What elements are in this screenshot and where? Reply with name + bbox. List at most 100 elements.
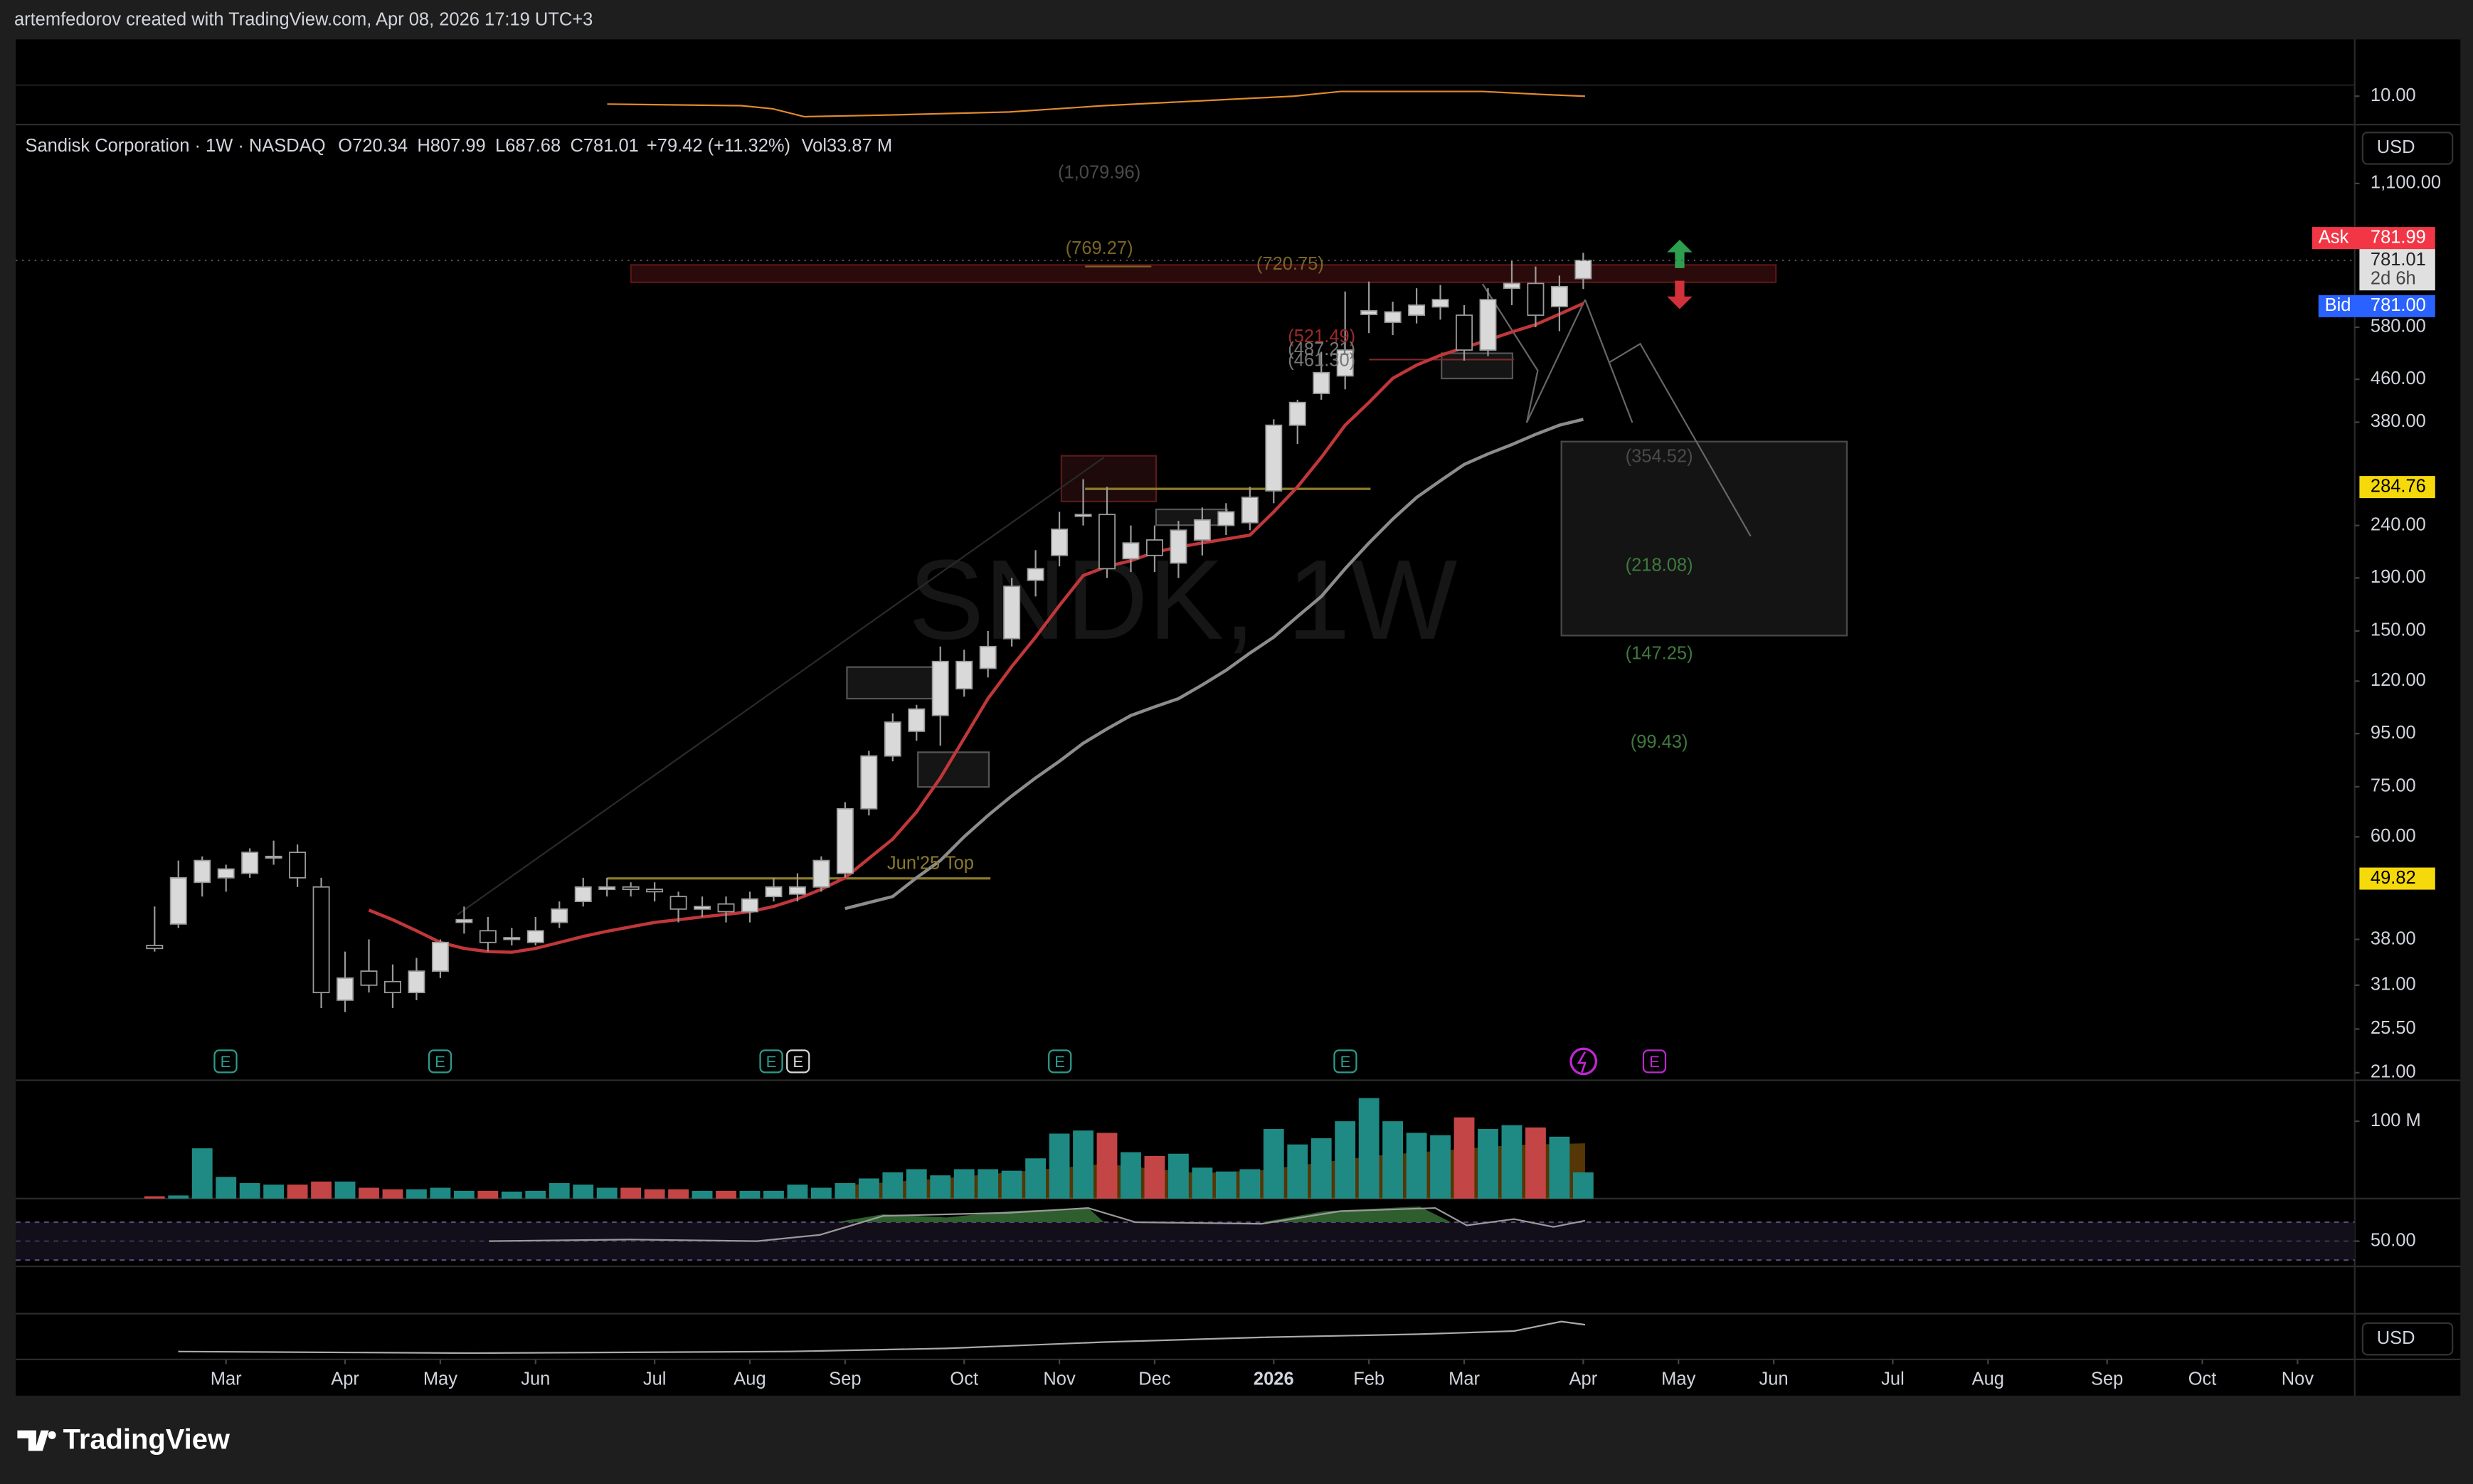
candle-body <box>574 886 592 903</box>
volume-bar <box>739 1190 761 1199</box>
volume-bar <box>525 1190 546 1199</box>
volume-bar <box>716 1190 736 1199</box>
y-tick-label: 75.00 <box>2371 776 2416 796</box>
earnings-label: E <box>1340 1053 1351 1071</box>
candle-body <box>765 886 783 898</box>
volume-bar <box>168 1195 189 1199</box>
candle-body <box>1241 497 1259 524</box>
pane-separators <box>16 39 2461 1396</box>
header-field: 807.99 <box>430 136 486 156</box>
volume-bar <box>501 1191 522 1199</box>
earnings-icon <box>1642 1049 1667 1074</box>
y-tick-label: 190.00 <box>2371 567 2426 587</box>
header-field: O <box>338 136 352 156</box>
candle-body <box>360 970 378 986</box>
ask-name: Ask <box>2319 227 2349 247</box>
x-tick-label: Jul <box>1881 1369 1905 1389</box>
zone-box <box>917 751 990 788</box>
countdown: 2d 6h <box>2371 268 2416 288</box>
projection-path <box>1481 283 1752 537</box>
candle-body <box>1098 514 1116 570</box>
candle-body <box>788 886 806 895</box>
volume-bar <box>978 1169 999 1199</box>
volume-bar <box>1382 1121 1404 1199</box>
candle-body <box>241 852 259 874</box>
candle-body <box>479 930 497 943</box>
volume-bar <box>191 1148 213 1199</box>
candle-body <box>646 889 664 893</box>
volume-bar <box>1453 1117 1475 1199</box>
candle-body <box>717 903 735 913</box>
x-tick-label: Jun <box>1759 1369 1789 1389</box>
header-field: H <box>417 136 430 156</box>
x-tick-label: Sep <box>829 1369 861 1389</box>
currency: USD <box>2377 1328 2415 1348</box>
earnings-icon <box>1333 1049 1357 1074</box>
volume-bar <box>406 1189 427 1199</box>
y-tick-label: 150.00 <box>2371 620 2426 640</box>
moving-average <box>844 418 1584 911</box>
candle-body <box>431 941 449 972</box>
annotation: (521.49) <box>1288 327 1355 346</box>
volume-bar <box>359 1187 379 1199</box>
candle-body <box>1003 585 1021 640</box>
credit: artemfedorov created with TradingView.co… <box>14 10 593 30</box>
volume-bar <box>1335 1121 1356 1199</box>
candle-body <box>1574 260 1592 280</box>
candle-body <box>955 660 973 690</box>
zone-box <box>1441 352 1514 380</box>
arrow-down <box>1667 280 1693 309</box>
target-box <box>1560 440 1848 637</box>
earnings-icon <box>759 1049 783 1074</box>
header-field: 33.87 M <box>827 136 892 156</box>
candle-body <box>979 645 997 669</box>
volume-bar <box>763 1190 784 1199</box>
candle-body <box>860 755 878 810</box>
candle-body <box>1550 286 1568 307</box>
candle-body <box>265 855 282 859</box>
volume-bar <box>311 1181 332 1199</box>
logo-mark <box>17 1430 49 1451</box>
x-tick-label: Apr <box>1569 1369 1598 1389</box>
logo-mark <box>48 1431 56 1439</box>
candle-body <box>1051 529 1069 556</box>
volume-bar <box>1287 1144 1308 1199</box>
candle-body <box>169 877 187 925</box>
volume-bar <box>810 1187 832 1199</box>
candle-body <box>1074 514 1092 517</box>
y-tick-label: 60.00 <box>2371 826 2416 846</box>
x-tick-label: Dec <box>1138 1369 1171 1389</box>
candle-body <box>337 977 354 1001</box>
candle-body <box>526 930 544 943</box>
x-tick-label: Sep <box>2091 1369 2123 1389</box>
candle-body <box>455 918 473 923</box>
annotation: (147.25) <box>1626 644 1693 664</box>
y-tick-label: 95.00 <box>2371 723 2416 743</box>
earnings-label: E <box>1649 1053 1660 1071</box>
y-tick-label: 31.00 <box>2371 975 2416 995</box>
candle-body <box>622 886 640 890</box>
volume-bar <box>1049 1133 1070 1199</box>
volume-bar <box>1478 1128 1498 1199</box>
event-icon <box>1577 1051 1587 1073</box>
y-tick-label: 580.00 <box>2371 317 2426 336</box>
candle-body <box>1265 424 1283 492</box>
volume-bar <box>787 1184 808 1199</box>
header-field: C <box>570 136 583 156</box>
annotation: (461.30) <box>1288 350 1355 370</box>
volume-bar <box>1192 1167 1213 1199</box>
y-tick-label: 120.00 <box>2371 670 2426 690</box>
candle-body <box>146 945 164 950</box>
x-tick-label: Nov <box>1043 1369 1076 1389</box>
candle-body <box>1170 529 1187 564</box>
earnings-label: E <box>221 1053 231 1071</box>
earnings-label: E <box>793 1053 803 1071</box>
earnings-icon <box>786 1049 810 1074</box>
candle-body <box>1122 542 1140 560</box>
candle-body <box>1145 539 1163 556</box>
volume-bar <box>858 1178 879 1199</box>
arrow-up <box>1667 239 1693 268</box>
trend-line <box>457 456 1105 916</box>
volume-bar <box>1001 1170 1022 1199</box>
volume-bar <box>953 1169 975 1199</box>
